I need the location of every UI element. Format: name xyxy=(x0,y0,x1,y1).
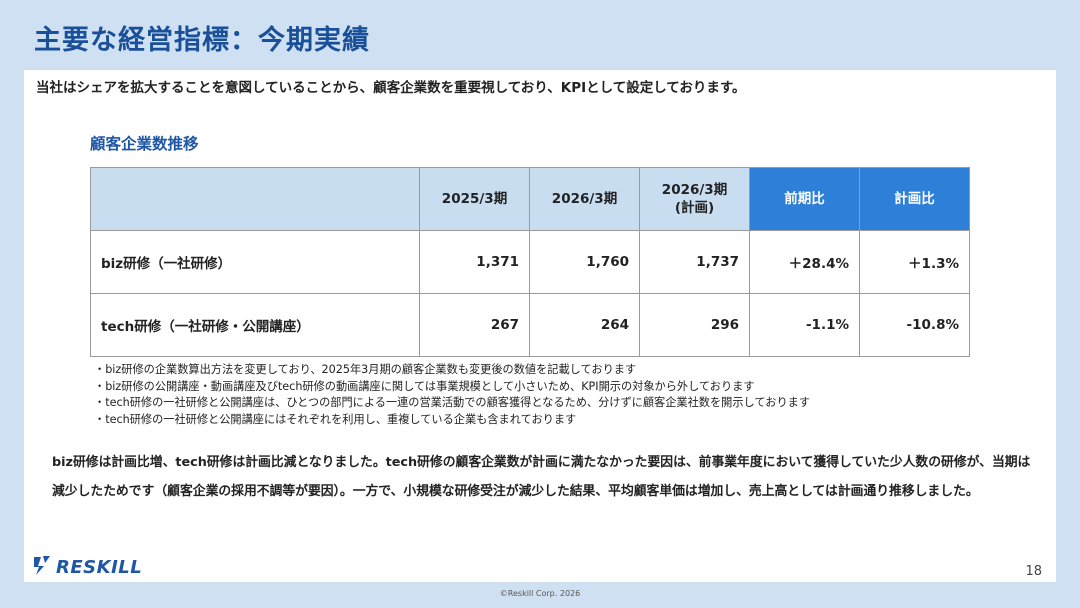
table-cell: -1.1% xyxy=(749,293,860,357)
table-cell: 1,371 xyxy=(419,230,530,294)
table-cell: 296 xyxy=(639,293,750,357)
table-row: tech研修（一社研修・公開講座） 267 264 296 -1.1% -10.… xyxy=(90,293,970,357)
page-number: 18 xyxy=(1025,564,1042,579)
footnote: ・tech研修の一社研修と公開講座は、ひとつの部門による一連の営業活動での顧客獲… xyxy=(94,396,811,409)
copyright-footer: ©Reskill Corp. 2026 xyxy=(499,589,581,598)
summary-text: biz研修は計画比増、tech研修は計画比減となりました。tech研修の顧客企業… xyxy=(52,455,1031,499)
header-cell-fy2026-plan: 2026/3期 (計画) xyxy=(639,167,750,231)
table-row: biz研修（一社研修） 1,371 1,760 1,737 ＋28.4% ＋1.… xyxy=(90,230,970,294)
table-cell: -10.8% xyxy=(859,293,970,357)
row-name-biz: biz研修（一社研修） xyxy=(90,230,420,294)
table-cell: ＋28.4% xyxy=(749,230,860,294)
table-header-row: 2025/3期 2026/3期 2026/3期 (計画) 前期比 計画比 xyxy=(90,167,970,231)
header-cell-vs-plan: 計画比 xyxy=(859,167,970,231)
table-cell: 1,737 xyxy=(639,230,750,294)
table-cell: 1,760 xyxy=(529,230,640,294)
row-name-tech: tech研修（一社研修・公開講座） xyxy=(90,293,420,357)
page-title: 主要な経営指標：今期実績 xyxy=(34,25,370,56)
section-title: 顧客企業数推移 xyxy=(90,135,199,153)
header-cell-yoy: 前期比 xyxy=(749,167,860,231)
footnote: ・tech研修の一社研修と公開講座にはそれぞれを利用し、重複している企業も含まれ… xyxy=(94,412,577,426)
footnote: ・biz研修の企業数算出方法を変更しており、2025年3月期の顧客企業数も変更後… xyxy=(94,363,637,376)
content-card: 当社はシェアを拡大することを意図していることから、顧客企業数を重要視しており、K… xyxy=(24,70,1056,582)
reskill-logo-icon xyxy=(32,554,52,580)
table-cell: ＋1.3% xyxy=(859,230,970,294)
footnotes: ・biz研修の企業数算出方法を変更しており、2025年3月期の顧客企業数も変更後… xyxy=(94,362,810,428)
header-cell-fy2025: 2025/3期 xyxy=(419,167,530,231)
kpi-table: 2025/3期 2026/3期 2026/3期 (計画) 前期比 計画比 biz… xyxy=(90,167,970,357)
company-logo: RESKILL xyxy=(32,554,142,580)
logo-text: RESKILL xyxy=(56,556,143,578)
footnote: ・biz研修の公開講座・動画講座及びtech研修の動画講座に関しては事業規模とし… xyxy=(94,379,755,393)
header-cell-empty xyxy=(90,167,420,231)
table-cell: 267 xyxy=(419,293,530,357)
header-cell-fy2026: 2026/3期 xyxy=(529,167,640,231)
lead-text: 当社はシェアを拡大することを意図していることから、顧客企業数を重要視しており、K… xyxy=(36,80,746,96)
table-cell: 264 xyxy=(529,293,640,357)
